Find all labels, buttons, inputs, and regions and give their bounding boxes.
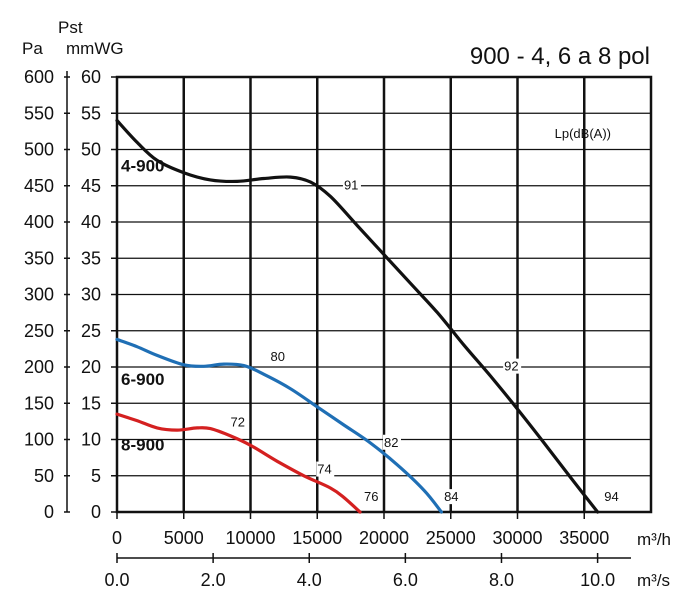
y-axis-pa-tick-label: 150	[24, 393, 54, 413]
x-axis-m3s-tick-label: 10.0	[580, 570, 615, 590]
noise-label-bg	[603, 489, 622, 505]
x-axis-m3h-ticks: 0 5000 10000 15000 20000 25000 30000 35000	[112, 512, 609, 548]
x-axis-m3h-label: m³/h	[637, 530, 671, 549]
y-axis-mmwg-tick-label: 25	[81, 321, 101, 341]
noise-label-bg	[383, 434, 401, 450]
curves	[115, 118, 600, 514]
x-axis-m3s-tick-label: 6.0	[393, 570, 418, 590]
y-axis-pa-tick-label: 450	[24, 176, 54, 196]
noise-label-bg	[316, 461, 335, 477]
y-axis-pa-tick-label: 550	[24, 103, 54, 123]
x-axis-m3h-tick-label: 35000	[559, 528, 609, 548]
noise-label-8-900: 72	[230, 414, 244, 429]
noise-label-bg	[342, 177, 361, 193]
curve-labels: 4-900 6-900 8-900	[121, 156, 164, 454]
y-axis-mmwg-tick-label: 0	[91, 502, 101, 522]
y-axis-mmwg-tick-label: 60	[81, 67, 101, 87]
noise-label-4-900: 94	[604, 489, 618, 504]
y-axis-mmwg-tick-label: 35	[81, 248, 101, 268]
x-axis-m3h-tick-label: 0	[112, 528, 122, 548]
y-axis-mmwg-label: mmWG	[66, 39, 124, 58]
y-axis-pa-tick-label: 500	[24, 140, 54, 160]
x-axis-m3h-tick-label: 10000	[225, 528, 275, 548]
y-axis-mmwg-tick-label: 10	[81, 430, 101, 450]
x-axis-m3s-tick-label: 4.0	[297, 570, 322, 590]
noise-labels: 91 92 94 80 82 84 72 74 76	[229, 177, 622, 505]
x-axis-m3h-tick-label: 25000	[426, 528, 476, 548]
noise-level-label: Lp(dB(A))	[555, 126, 611, 141]
noise-label-4-900: 91	[344, 177, 358, 192]
x-axis-m3s-label: m³/s	[637, 571, 670, 590]
y-axis-mmwg-tick-label: 45	[81, 176, 101, 196]
noise-label-4-900: 92	[504, 359, 518, 374]
noise-label-6-900: 80	[271, 349, 285, 364]
y-axis-pa-tick-label: 100	[24, 430, 54, 450]
chart-title: 900 - 4, 6 a 8 pol	[470, 43, 650, 70]
y-axis-pa-tick-label: 300	[24, 285, 54, 305]
y-axis-mmwg-tick-label: 15	[81, 393, 101, 413]
y-axis-pa-tick-label: 400	[24, 212, 54, 232]
noise-label-8-900: 74	[317, 462, 331, 477]
curve-4-900	[115, 118, 600, 514]
y-axis-pa-tick-label: 0	[44, 502, 54, 522]
y-axis-pa-ticks: 0 50 100 150 200 250 300 350 400 450 500 550 600	[24, 67, 70, 522]
y-axis-pa-tick-label: 50	[34, 466, 54, 486]
y-axis-pa-tick-label: 200	[24, 357, 54, 377]
y-axis-pa-tick-label: 600	[24, 67, 54, 87]
noise-label-bg	[443, 489, 462, 505]
x-axis-m3h-tick-label: 30000	[492, 528, 542, 548]
noise-label-6-900: 84	[444, 489, 458, 504]
x-axis-m3s-ticks: 0.0 2.0 4.0 6.0 8.0 10.0	[104, 553, 631, 590]
x-axis-m3s-tick-label: 2.0	[201, 570, 226, 590]
x-axis-m3s-tick-label: 0.0	[104, 570, 129, 590]
y-axis-mmwg-tick-label: 50	[81, 140, 101, 160]
y-axis-mmwg-ticks: 0 5 10 15 20 25 30 35 40 45 50 55 60	[81, 67, 117, 522]
y-axis-pst-label: Pst	[58, 18, 83, 37]
y-axis-pa-tick-label: 350	[24, 248, 54, 268]
curve-8-900	[115, 412, 362, 514]
x-axis-m3s-tick-label: 8.0	[489, 570, 514, 590]
curve-label-4-900: 4-900	[121, 156, 164, 175]
y-axis-mmwg-tick-label: 5	[91, 466, 101, 486]
noise-label-bg	[362, 489, 381, 505]
x-axis-m3h-tick-label: 15000	[292, 528, 342, 548]
curve-6-900	[115, 337, 443, 514]
noise-label-6-900: 82	[384, 435, 398, 450]
noise-label-bg	[503, 358, 522, 374]
y-axis-mmwg-tick-label: 40	[81, 212, 101, 232]
noise-label-bg	[229, 414, 248, 430]
y-axis-pa-tick-label: 250	[24, 321, 54, 341]
y-axis-mmwg-tick-label: 30	[81, 285, 101, 305]
curve-label-8-900: 8-900	[121, 435, 164, 454]
y-axis-mmwg-tick-label: 55	[81, 103, 101, 123]
noise-label-bg	[269, 349, 288, 365]
curve-label-6-900: 6-900	[121, 370, 164, 389]
y-axis-pa-label: Pa	[22, 39, 43, 58]
x-axis-m3h-tick-label: 5000	[164, 528, 204, 548]
x-axis-m3h-tick-label: 20000	[359, 528, 409, 548]
noise-label-8-900: 76	[364, 489, 378, 504]
y-axis-mmwg-tick-label: 20	[81, 357, 101, 377]
